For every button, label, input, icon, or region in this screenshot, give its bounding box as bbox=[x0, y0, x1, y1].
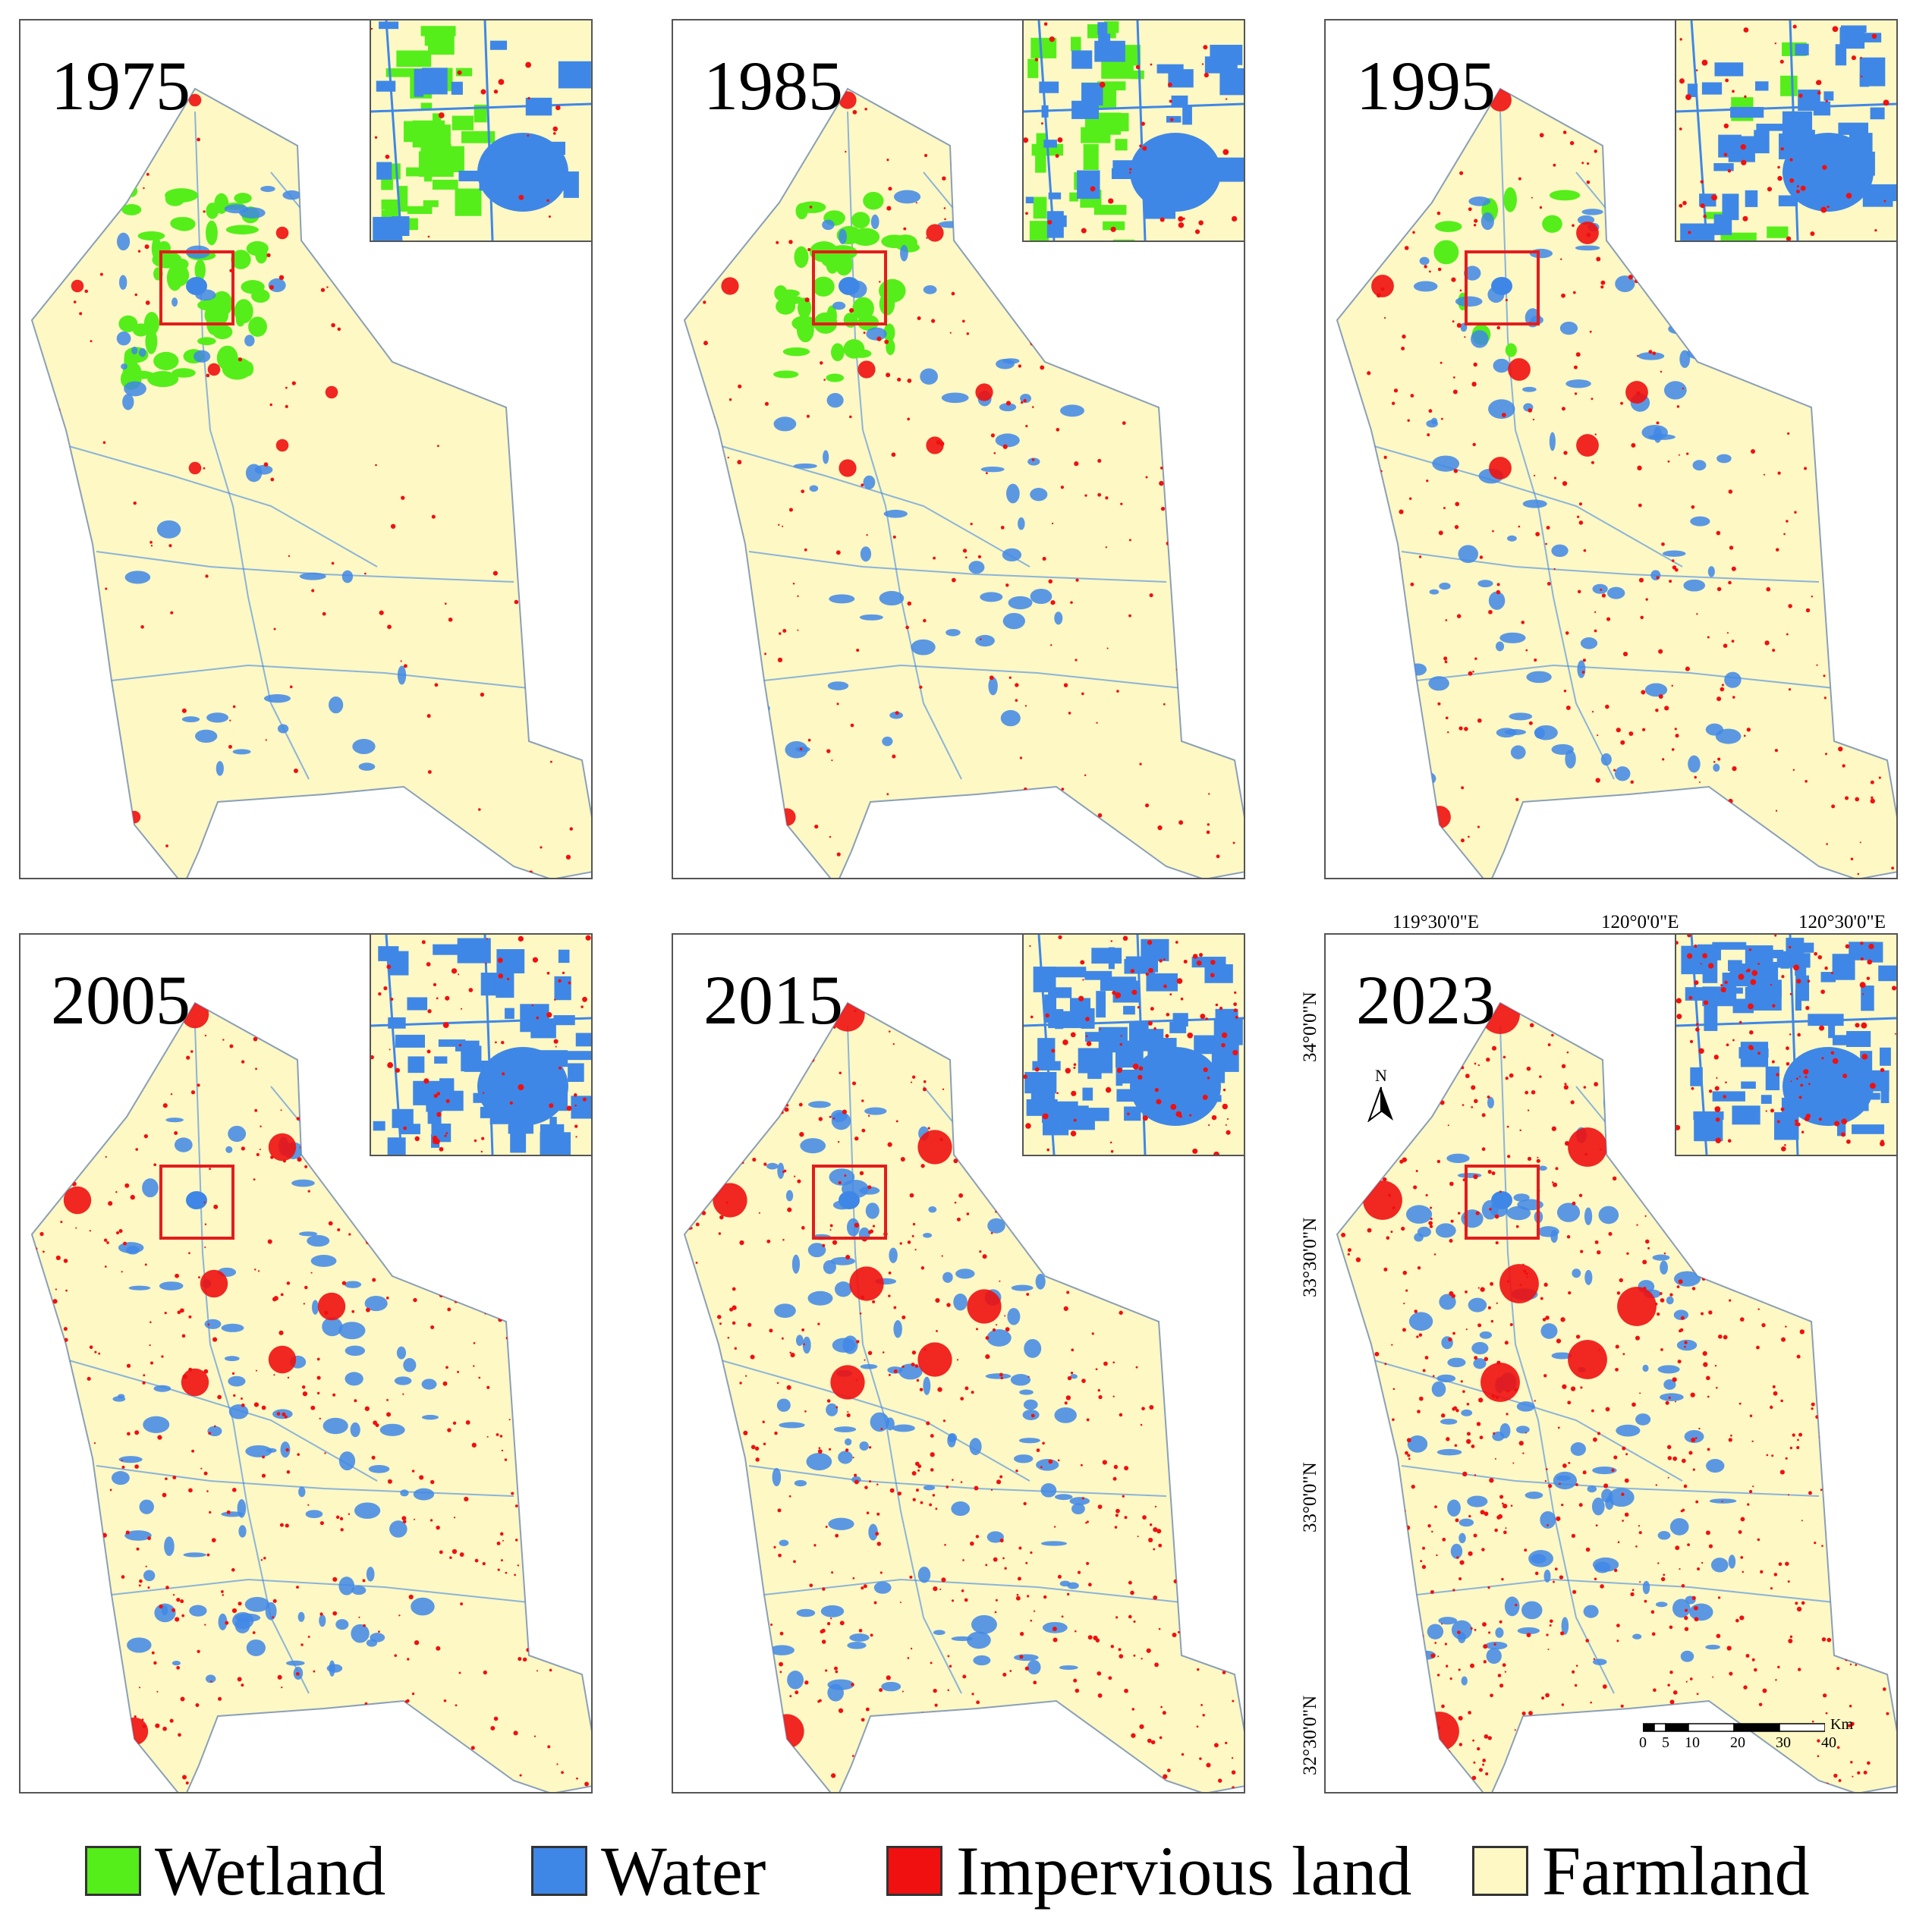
year-label: 1995 bbox=[1356, 47, 1496, 124]
scale-unit: Km bbox=[1830, 1716, 1853, 1733]
land-cover-map-2005 bbox=[30, 1001, 591, 1792]
land-cover-map-2015 bbox=[683, 1001, 1244, 1792]
legend-swatch-water bbox=[531, 1846, 587, 1896]
latitude-label: 32°30'0"N bbox=[1300, 1695, 1320, 1775]
scale-tick-label: 10 bbox=[1685, 1734, 1700, 1751]
year-label: 1985 bbox=[703, 47, 843, 124]
latitude-label: 33°30'0"N bbox=[1300, 1217, 1320, 1297]
legend-item-wetland: Wetland bbox=[85, 1836, 385, 1906]
inset-extent-box bbox=[1465, 1165, 1540, 1240]
scale-tick-label: 5 bbox=[1662, 1734, 1669, 1751]
latitude-label: 33°0'0"N bbox=[1300, 1462, 1320, 1533]
zoom-inset-2015 bbox=[1022, 935, 1244, 1156]
land-cover-map-1985 bbox=[683, 87, 1244, 878]
legend-swatch-farmland bbox=[1472, 1846, 1528, 1896]
map-panel-2023: 2023 bbox=[1324, 933, 1898, 1794]
inset-extent-box bbox=[1465, 250, 1540, 325]
inset-extent-box bbox=[159, 250, 234, 325]
legend-swatch-impervious bbox=[886, 1846, 942, 1896]
longitude-label: 119°30'0"E bbox=[1392, 912, 1480, 932]
land-cover-map-2023 bbox=[1336, 1001, 1896, 1792]
legend-item-impervious: Impervious land bbox=[886, 1836, 1411, 1906]
zoom-inset-1975 bbox=[370, 20, 591, 242]
zoom-inset-1985 bbox=[1022, 20, 1244, 242]
scale-tick-label: 20 bbox=[1730, 1734, 1745, 1751]
inset-extent-box bbox=[812, 250, 887, 325]
north-arrow-icon: N bbox=[1366, 1066, 1396, 1127]
land-cover-map-1995 bbox=[1336, 87, 1896, 878]
zoom-inset-2023 bbox=[1675, 935, 1896, 1156]
scale-bar: 0 5 10 20 30 40 bbox=[1639, 1722, 1840, 1753]
north-label: N bbox=[1375, 1066, 1387, 1085]
year-label: 2015 bbox=[703, 961, 843, 1039]
map-panel-1995: 1995 bbox=[1324, 19, 1898, 879]
zoom-inset-2005 bbox=[370, 935, 591, 1156]
map-panel-1985: 1985 bbox=[672, 19, 1245, 879]
scale-tick-label: 30 bbox=[1776, 1734, 1791, 1751]
legend-item-water: Water bbox=[531, 1836, 766, 1906]
scale-tick-label: 40 bbox=[1821, 1734, 1836, 1751]
year-label: 2005 bbox=[51, 961, 190, 1039]
map-panel-2015: 2015 bbox=[672, 933, 1245, 1794]
legend-label-water: Water bbox=[601, 1832, 766, 1910]
legend-swatch-wetland bbox=[85, 1846, 141, 1896]
map-panel-2005: 2005 bbox=[19, 933, 593, 1794]
longitude-label: 120°0'0"E bbox=[1601, 912, 1679, 932]
inset-extent-box bbox=[812, 1165, 887, 1240]
map-panel-1975: 1975 bbox=[19, 19, 593, 879]
legend-item-farmland: Farmland bbox=[1472, 1836, 1810, 1906]
latitude-label: 34°0'0"N bbox=[1300, 992, 1320, 1062]
year-label: 2023 bbox=[1356, 961, 1496, 1039]
inset-extent-box bbox=[159, 1165, 234, 1240]
legend-label-farmland: Farmland bbox=[1542, 1832, 1810, 1910]
zoom-inset-1995 bbox=[1675, 20, 1896, 242]
year-label: 1975 bbox=[51, 47, 190, 124]
legend: Wetland Water Impervious land Farmland bbox=[0, 1821, 1932, 1919]
legend-label-wetland: Wetland bbox=[155, 1832, 386, 1910]
land-cover-map-1975 bbox=[30, 87, 591, 878]
legend-label-impervious: Impervious land bbox=[956, 1832, 1412, 1910]
scale-tick-label: 0 bbox=[1639, 1734, 1647, 1751]
longitude-label: 120°30'0"E bbox=[1798, 912, 1886, 932]
